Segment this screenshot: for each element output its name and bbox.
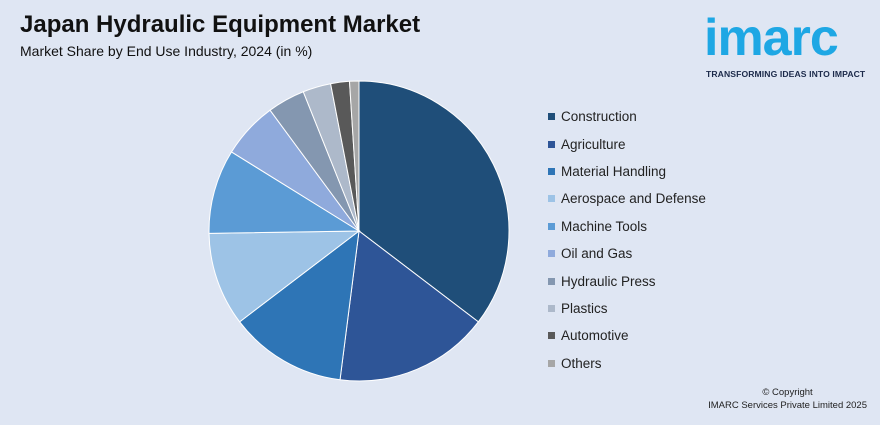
copyright-line: © Copyright (762, 387, 813, 398)
legend-item: Plastics (548, 295, 706, 322)
chart-title: Japan Hydraulic Equipment Market (20, 11, 421, 38)
legend-item: Agriculture (548, 130, 706, 157)
legend-label: Others (561, 355, 602, 371)
legend-item: Aerospace and Defense (548, 185, 706, 212)
pie-slice-material-handling (238, 229, 360, 381)
pie-slice-machine-tools (208, 151, 361, 234)
legend-swatch (548, 332, 555, 340)
legend-item: Construction (548, 103, 706, 130)
imarc-logo: imarc TRANSFORMING IDEAS INTO IMPACT (704, 6, 874, 86)
pie-slice-aerospace-and-defense (208, 230, 361, 323)
logo-tagline: TRANSFORMING IDEAS INTO IMPACT (706, 69, 866, 79)
legend-item: Oil and Gas (548, 240, 706, 267)
legend-item: Hydraulic Press (548, 267, 706, 294)
copyright-holder: IMARC Services Private Limited 2025 (708, 400, 867, 411)
legend-item: Machine Tools (548, 213, 706, 240)
chart-subtitle: Market Share by End Use Industry, 2024 (… (20, 43, 313, 59)
pie-slice-others (348, 80, 360, 232)
legend-item: Automotive (548, 322, 706, 349)
legend-label: Plastics (561, 300, 608, 316)
pie-slice-construction (358, 80, 510, 323)
legend-label: Machine Tools (561, 218, 648, 234)
legend-swatch (548, 359, 555, 367)
legend-item: Others (548, 350, 706, 377)
chart-legend: Construction Agriculture Material Handling… (548, 103, 706, 377)
legend-label: Construction (561, 109, 637, 125)
legend-label: Oil and Gas (561, 246, 633, 262)
copyright-notice: © Copyright IMARC Services Private Limit… (708, 386, 867, 412)
logo-wordmark: imarc (704, 9, 839, 67)
legend-swatch (548, 167, 555, 175)
legend-label: Automotive (561, 328, 629, 344)
legend-swatch (548, 277, 555, 285)
legend-swatch (548, 250, 555, 258)
legend-swatch (548, 140, 555, 148)
legend-swatch (548, 304, 555, 312)
pie-slice-agriculture (339, 230, 480, 382)
legend-label: Agriculture (561, 136, 626, 152)
legend-label: Hydraulic Press (561, 273, 656, 289)
legend-label: Aerospace and Defense (561, 191, 706, 207)
legend-swatch (548, 113, 555, 121)
legend-label: Material Handling (561, 163, 667, 179)
legend-item: Material Handling (548, 158, 706, 185)
legend-swatch (548, 195, 555, 203)
legend-swatch (548, 222, 555, 230)
